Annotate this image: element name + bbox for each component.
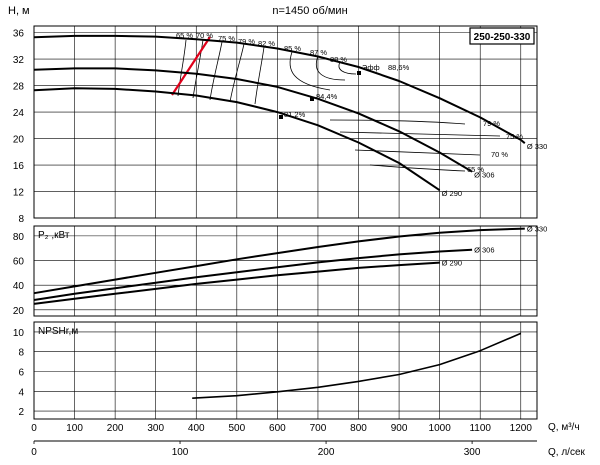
head-curve-2 [33, 87, 441, 192]
head-tick-label: 16 [13, 161, 25, 172]
chart-title: n=1450 об/мин [272, 5, 347, 17]
npsh-panel-frame [33, 321, 538, 420]
eff-label-eff: Эфф [362, 63, 380, 72]
eff-label-79: 79 % [238, 37, 255, 46]
q-m3h-tick-label: 1200 [510, 423, 533, 434]
q-m3h-tick-label: 100 [66, 423, 83, 434]
eff-label-88-6: 88,6% [388, 63, 410, 72]
eff-75-left-contour [209, 41, 223, 101]
flow-m3h-axis-label: Q, м³/ч [548, 422, 580, 433]
power-panel-frame [33, 225, 538, 317]
power-tick-label: 80 [13, 232, 25, 243]
eff-label-82: 82 % [258, 39, 275, 48]
eff-label-81-2: 81,2% [284, 110, 306, 119]
grid-lines [33, 26, 537, 419]
npsh-curve-0 [192, 332, 522, 399]
head-tick-label: 20 [13, 135, 25, 146]
npsh-tick-label: 4 [18, 387, 24, 398]
eff-label-84-4: 84,4% [316, 92, 338, 101]
eff-65-right-contour [369, 164, 466, 172]
head-tick-label: 12 [13, 188, 25, 199]
efficiency-contours [177, 39, 501, 172]
bep-marker-290 [279, 115, 283, 119]
head-tick-label: 36 [13, 29, 25, 40]
q-m3h-tick-label: 1100 [469, 423, 491, 434]
power-tick-label: 40 [13, 281, 25, 292]
power-curve-label-0: Ø 330 [527, 225, 547, 234]
eff-75-right-contour [339, 131, 501, 137]
eff-82-left-contour [254, 46, 265, 105]
model-box [469, 27, 535, 45]
q-m3h-tick-label: 300 [147, 423, 164, 434]
power-axis-label: P₂ ,кВт [38, 230, 70, 241]
head-curve-label-1: Ø 306 [474, 171, 494, 180]
efficiency-labels: 65 % 70 % 75 % 79 % 82 % 85 % 87 % 88 % … [176, 31, 523, 174]
npsh-tick-label: 10 [13, 328, 25, 339]
head-tick-label: 28 [13, 82, 25, 93]
npsh-tick-label: 2 [18, 407, 24, 418]
q-m3h-tick-label: 0 [31, 423, 37, 434]
power-curve-1 [33, 248, 473, 301]
power-curve-0 [33, 227, 525, 295]
eff-88-contour [338, 61, 357, 75]
head-curve-label-2: Ø 290 [442, 189, 462, 198]
head-axis-label: H, м [8, 5, 30, 17]
head-curve-label-0: Ø 330 [527, 142, 547, 151]
q-m3h-tick-label: 800 [350, 423, 367, 434]
q-m3h-tick-label: 1000 [429, 423, 452, 434]
npsh-tick-label: 6 [18, 367, 24, 378]
head-curve-1 [33, 67, 473, 173]
eff-79-right-contour [329, 119, 466, 125]
q-m3h-tick-label: 900 [391, 423, 408, 434]
power-curve-label-2: Ø 290 [442, 259, 462, 268]
head-curve-0 [33, 34, 526, 144]
eff-65-left-contour [177, 39, 187, 97]
eff-87-contour [316, 55, 346, 81]
eff-label-65-right: 65 % [467, 165, 484, 174]
q-m3h-tick-label: 500 [228, 423, 245, 434]
eff-label-70: 70 % [196, 31, 213, 40]
eff-label-85: 85 % [284, 44, 301, 53]
eff-label-88: 88 % [330, 55, 347, 64]
npsh-tick-label: 8 [18, 348, 24, 359]
eff-70-left-contour [192, 39, 204, 99]
eff-label-75: 75 % [218, 34, 235, 43]
q-m3h-tick-label: 400 [188, 423, 205, 434]
performance-curves [33, 34, 526, 399]
npsh-axis-label: NPSHr,м [38, 326, 78, 337]
head-tick-label: 8 [18, 214, 24, 225]
q-ls-tick-label: 100 [172, 447, 189, 458]
power-curve-2 [33, 261, 440, 305]
bep-marker-306 [310, 97, 314, 101]
eff-85-contour [289, 51, 331, 91]
q-ls-tick-label: 200 [318, 447, 335, 458]
q-ls-tick-label: 0 [31, 447, 37, 458]
eff-label-70-right: 70 % [491, 150, 508, 159]
model-label: 250-250-330 [474, 32, 531, 43]
curve-labels: Ø 330 Ø 306 Ø 290 Ø 330 Ø 306 Ø 290 [442, 142, 548, 267]
bep-marker-330 [357, 71, 361, 75]
power-tick-label: 20 [13, 306, 25, 317]
eff-79-left-contour [229, 43, 245, 103]
q-m3h-tick-label: 700 [310, 423, 327, 434]
q-ls-tick-label: 300 [464, 447, 481, 458]
q-m3h-tick-label: 200 [107, 423, 124, 434]
min-flow-line [171, 36, 211, 96]
flow-ls-axis-label: Q, л/сек [548, 447, 586, 458]
tick-labels: 0 100 200 300 400 500 600 700 800 900 1000 1100 1200… [13, 29, 532, 458]
q-m3h-tick-label: 600 [269, 423, 286, 434]
eff-label-65: 65 % [176, 31, 193, 40]
power-curve-label-1: Ø 306 [474, 246, 494, 255]
head-tick-label: 24 [13, 108, 25, 119]
head-tick-label: 32 [13, 55, 25, 66]
power-tick-label: 60 [13, 257, 25, 268]
eff-label-87: 87 % [310, 48, 327, 57]
